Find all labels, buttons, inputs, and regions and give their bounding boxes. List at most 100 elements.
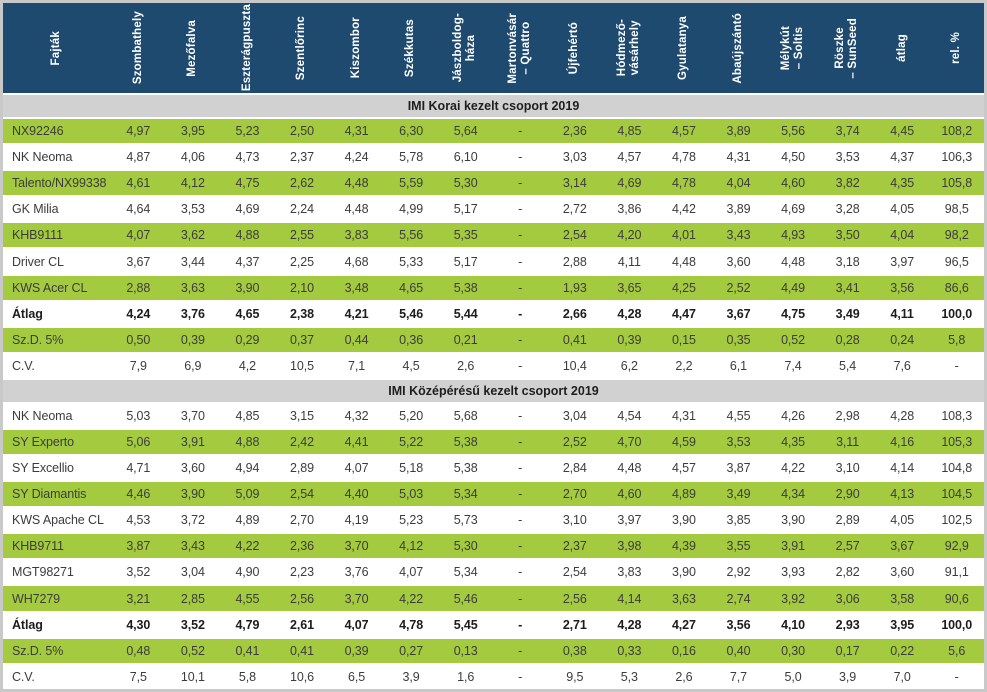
table-row: SY Experto 5,06 3,91 4,88 2,42 4,41 5,22 5,38-2…	[3, 428, 984, 455]
column-header-11: Abaújszántó	[711, 3, 766, 93]
value-cell: 0,37	[274, 325, 330, 352]
column-header-0-label: Szombathely	[131, 11, 144, 85]
value-cell: 3,62	[165, 221, 221, 248]
value-cell: 3,56	[874, 273, 930, 300]
value-cell: 1,6	[438, 662, 493, 689]
value-cell: 5,03	[383, 480, 439, 507]
column-header-14-wrap: átlag	[875, 3, 930, 93]
column-header-8: Újfehértó	[547, 3, 603, 93]
value-cell: 3,83	[329, 221, 384, 248]
value-cell: 4,57	[656, 454, 712, 480]
value-cell: 4,07	[329, 454, 384, 480]
value-cell: 104,8	[929, 454, 984, 480]
value-cell: 4,16	[874, 428, 930, 455]
value-cell: -	[492, 351, 548, 378]
value-cell: 5,23	[220, 117, 275, 144]
column-header-1-wrap: Mezőfalva	[166, 3, 221, 93]
value-cell: 3,90	[165, 480, 221, 507]
value-cell: 2,72	[547, 195, 603, 221]
section-header-row-1: IMI Középérésű kezelt csoport 2019	[3, 377, 984, 402]
value-cell: 3,65	[602, 273, 657, 300]
value-cell: 3,97	[602, 506, 657, 532]
value-cell: 7,5	[111, 662, 166, 689]
value-cell: 5,17	[438, 247, 493, 273]
value-cell: 3,70	[165, 401, 221, 428]
value-cell: 4,69	[765, 195, 821, 221]
value-cell: 9,5	[547, 662, 603, 689]
value-cell: 0,29	[220, 325, 275, 352]
value-cell: 5,38	[438, 273, 493, 300]
variety-name-cell: Átlag	[3, 299, 111, 326]
value-cell: 7,9	[111, 351, 166, 378]
value-cell: 4,22	[220, 532, 275, 559]
value-cell: 3,63	[165, 273, 221, 300]
variety-name-cell: C.V.	[3, 351, 111, 378]
value-cell: 5,8	[220, 662, 275, 689]
value-cell: 4,68	[329, 247, 384, 273]
value-cell: 0,39	[329, 636, 384, 663]
column-header-3-label: Szentlőrinc	[295, 15, 308, 81]
value-cell: 4,53	[111, 506, 166, 532]
value-cell: 3,28	[820, 195, 875, 221]
value-cell: 0,41	[547, 325, 603, 352]
value-cell: 3,52	[165, 610, 221, 637]
value-cell: 2,56	[274, 584, 330, 611]
table-row: C.V. 7,9 6,9 4,2 10,5 7,1 4,5 2,6-10,4 6,2 2,2 6,1…	[3, 351, 984, 378]
value-cell: 4,60	[765, 169, 821, 196]
value-cell: 4,54	[602, 401, 657, 428]
value-cell: 3,90	[220, 273, 275, 300]
value-cell: 3,60	[711, 247, 766, 273]
value-cell: 4,12	[165, 169, 221, 196]
value-cell: 4,28	[874, 401, 930, 428]
value-cell: 4,21	[329, 299, 384, 326]
value-cell: 5,35	[438, 221, 493, 248]
value-cell: 4,31	[329, 117, 384, 144]
value-cell: 5,18	[383, 454, 439, 480]
value-cell: 4,48	[329, 195, 384, 221]
value-cell: 2,92	[711, 558, 766, 584]
value-cell: 3,50	[820, 221, 875, 248]
value-cell: 0,48	[111, 636, 166, 663]
section-title: IMI Középérésű kezelt csoport 2019	[3, 377, 984, 402]
value-cell: 100,0	[929, 299, 984, 326]
column-header-4-wrap: Kiszombor	[329, 3, 384, 93]
value-cell: 5,30	[438, 532, 493, 559]
value-cell: 2,23	[274, 558, 330, 584]
value-cell: 3,10	[820, 454, 875, 480]
value-cell: 0,38	[547, 636, 603, 663]
value-cell: 3,04	[547, 401, 603, 428]
value-cell: 3,91	[165, 428, 221, 455]
value-cell: 3,63	[656, 584, 712, 611]
table-row: Driver CL 3,67 3,44 4,37 2,25 4,68 5,33 5,17-2,…	[3, 247, 984, 273]
value-cell: 0,27	[383, 636, 439, 663]
value-cell: 3,76	[329, 558, 384, 584]
value-cell: -	[492, 195, 548, 221]
value-cell: 4,2	[220, 351, 275, 378]
value-cell: 3,10	[547, 506, 603, 532]
value-cell: 4,57	[656, 117, 712, 144]
value-cell: 4,01	[656, 221, 712, 248]
value-cell: 105,8	[929, 169, 984, 196]
variety-name-cell: KHB9111	[3, 221, 111, 248]
value-cell: 3,43	[711, 221, 766, 248]
value-cell: -	[492, 662, 548, 689]
value-cell: 2,90	[820, 480, 875, 507]
value-cell: 4,60	[602, 480, 657, 507]
value-cell: 3,98	[602, 532, 657, 559]
column-header-9: Hódmező- vásárhely	[602, 3, 657, 93]
value-cell: 4,39	[656, 532, 712, 559]
value-cell: 3,72	[165, 506, 221, 532]
value-cell: 4,05	[874, 195, 930, 221]
value-cell: 4,14	[602, 584, 657, 611]
value-cell: 4,07	[383, 558, 439, 584]
value-cell: 3,83	[602, 558, 657, 584]
value-cell: 5,46	[438, 584, 493, 611]
column-header-9-label: Hódmező- vásárhely	[616, 19, 642, 77]
value-cell: 4,65	[383, 273, 439, 300]
column-header-5-label: Székkutas	[404, 18, 417, 78]
value-cell: 4,20	[602, 221, 657, 248]
value-cell: -	[492, 428, 548, 455]
value-cell: 2,98	[820, 401, 875, 428]
value-cell: 4,46	[111, 480, 166, 507]
value-cell: 2,70	[547, 480, 603, 507]
